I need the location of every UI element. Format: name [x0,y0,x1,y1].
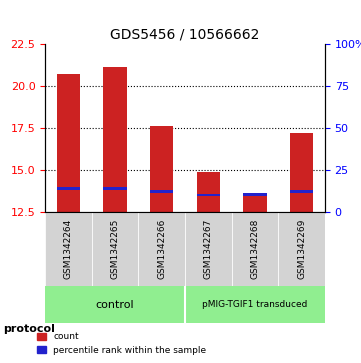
Bar [150,191,173,193]
Text: control: control [96,299,134,310]
Bar [243,193,267,212]
Text: pMIG-TGIF1 transduced: pMIG-TGIF1 transduced [202,300,308,309]
Bar [197,172,220,212]
Bar [185,212,232,286]
Text: GSM1342269: GSM1342269 [297,219,306,279]
Bar [138,212,185,286]
Text: GSM1342264: GSM1342264 [64,219,73,279]
Title: GDS5456 / 10566662: GDS5456 / 10566662 [110,27,260,41]
Bar [232,212,278,286]
Bar [45,212,92,286]
Text: protocol: protocol [4,323,56,334]
Bar [103,67,127,212]
Legend: count, percentile rank within the sample: count, percentile rank within the sample [34,329,210,359]
Text: GSM1342268: GSM1342268 [251,219,260,279]
Bar [185,286,325,323]
Bar [57,74,80,212]
Bar [57,187,80,189]
Bar [45,286,185,323]
Text: GSM1342266: GSM1342266 [157,219,166,279]
Bar [278,212,325,286]
Bar [150,126,173,212]
Text: GSM1342267: GSM1342267 [204,219,213,279]
Bar [197,194,220,196]
Bar [103,187,127,189]
Text: GSM1342265: GSM1342265 [110,219,119,279]
Bar [290,133,313,212]
Bar [243,193,267,196]
Bar [92,212,138,286]
Bar [290,191,313,193]
